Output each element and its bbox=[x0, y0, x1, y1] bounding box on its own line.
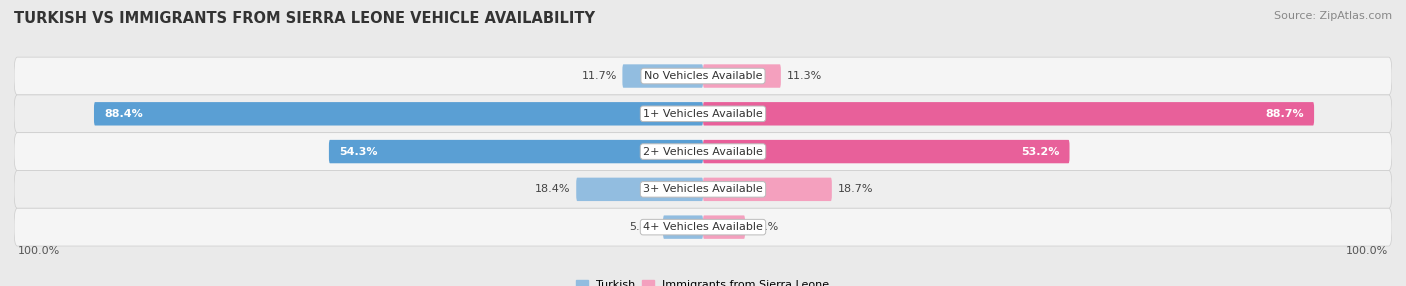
Text: 1+ Vehicles Available: 1+ Vehicles Available bbox=[643, 109, 763, 119]
FancyBboxPatch shape bbox=[703, 215, 745, 239]
FancyBboxPatch shape bbox=[703, 102, 1315, 126]
FancyBboxPatch shape bbox=[664, 215, 703, 239]
FancyBboxPatch shape bbox=[14, 95, 1392, 133]
FancyBboxPatch shape bbox=[329, 140, 703, 163]
Text: 3+ Vehicles Available: 3+ Vehicles Available bbox=[643, 184, 763, 194]
Text: Source: ZipAtlas.com: Source: ZipAtlas.com bbox=[1274, 11, 1392, 21]
FancyBboxPatch shape bbox=[703, 178, 832, 201]
FancyBboxPatch shape bbox=[94, 102, 703, 126]
FancyBboxPatch shape bbox=[703, 64, 780, 88]
Legend: Turkish, Immigrants from Sierra Leone: Turkish, Immigrants from Sierra Leone bbox=[576, 280, 830, 286]
Text: 54.3%: 54.3% bbox=[339, 147, 378, 156]
FancyBboxPatch shape bbox=[14, 133, 1392, 170]
Text: 2+ Vehicles Available: 2+ Vehicles Available bbox=[643, 147, 763, 156]
FancyBboxPatch shape bbox=[14, 208, 1392, 246]
Text: 18.7%: 18.7% bbox=[838, 184, 873, 194]
Text: 100.0%: 100.0% bbox=[1347, 246, 1389, 256]
Text: 6.1%: 6.1% bbox=[751, 222, 779, 232]
Text: 5.8%: 5.8% bbox=[628, 222, 658, 232]
Text: 11.7%: 11.7% bbox=[582, 71, 617, 81]
Text: TURKISH VS IMMIGRANTS FROM SIERRA LEONE VEHICLE AVAILABILITY: TURKISH VS IMMIGRANTS FROM SIERRA LEONE … bbox=[14, 11, 595, 26]
Text: 53.2%: 53.2% bbox=[1021, 147, 1059, 156]
FancyBboxPatch shape bbox=[703, 140, 1070, 163]
Text: 88.4%: 88.4% bbox=[104, 109, 143, 119]
Text: 18.4%: 18.4% bbox=[536, 184, 571, 194]
FancyBboxPatch shape bbox=[623, 64, 703, 88]
Text: 88.7%: 88.7% bbox=[1265, 109, 1303, 119]
Text: No Vehicles Available: No Vehicles Available bbox=[644, 71, 762, 81]
Text: 100.0%: 100.0% bbox=[17, 246, 59, 256]
FancyBboxPatch shape bbox=[14, 57, 1392, 95]
Text: 11.3%: 11.3% bbox=[786, 71, 821, 81]
FancyBboxPatch shape bbox=[576, 178, 703, 201]
FancyBboxPatch shape bbox=[14, 170, 1392, 208]
Text: 4+ Vehicles Available: 4+ Vehicles Available bbox=[643, 222, 763, 232]
